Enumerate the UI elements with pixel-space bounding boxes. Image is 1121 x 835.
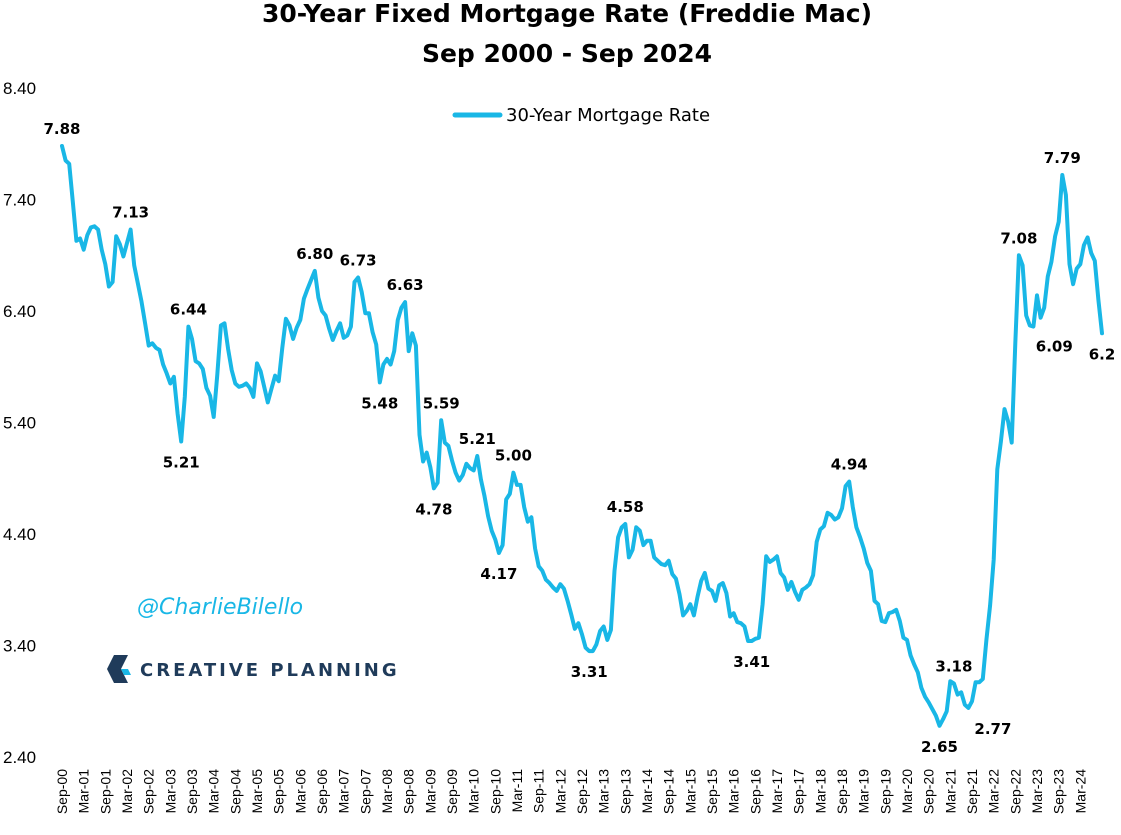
x-tick-label: Mar-21 <box>942 769 958 814</box>
x-tick-label: Sep-05 <box>271 769 287 814</box>
x-tick-label: Sep-15 <box>704 769 720 814</box>
chart-subtitle: Sep 2000 - Sep 2024 <box>422 39 712 68</box>
chart-title: 30-Year Fixed Mortgage Rate (Freddie Mac… <box>262 0 872 28</box>
x-tick-label: Mar-20 <box>899 769 915 814</box>
x-tick-label: Mar-10 <box>466 769 482 814</box>
x-tick-label: Sep-12 <box>574 769 590 814</box>
data-label: 7.08 <box>1000 229 1037 247</box>
series-line <box>60 144 1104 728</box>
x-tick-label: Mar-01 <box>76 769 92 814</box>
x-tick-label: Mar-23 <box>1029 769 1045 814</box>
data-label: 7.79 <box>1044 149 1081 167</box>
data-label: 6.09 <box>1036 338 1073 356</box>
y-tick-label: 3.40 <box>3 637 36 656</box>
data-label: 4.94 <box>831 456 868 474</box>
x-tick-label: Mar-05 <box>249 769 265 814</box>
x-tick-label: Mar-13 <box>596 769 612 814</box>
data-label: 5.21 <box>163 454 200 472</box>
data-label: 5.48 <box>361 394 398 412</box>
x-tick-label: Mar-18 <box>812 769 828 814</box>
data-label: 6.44 <box>170 301 207 319</box>
x-tick-label: Sep-19 <box>877 769 893 814</box>
x-tick-label: Mar-03 <box>162 769 178 814</box>
x-tick-label: Mar-17 <box>769 769 785 814</box>
data-label: 5.00 <box>495 447 532 465</box>
data-label: 2.65 <box>921 738 958 756</box>
x-tick-label: Mar-19 <box>856 769 872 814</box>
x-tick-label: Sep-00 <box>54 769 70 814</box>
x-tick-label: Mar-07 <box>336 769 352 814</box>
y-tick-label: 8.40 <box>3 79 36 98</box>
data-label: 4.78 <box>415 500 452 518</box>
brand-logo: CREATIVE PLANNING <box>107 655 400 683</box>
data-label: 6.2 <box>1089 345 1116 363</box>
data-label: 7.13 <box>112 204 149 222</box>
data-label: 2.77 <box>974 720 1011 738</box>
y-tick-label: 6.40 <box>3 302 36 321</box>
x-tick-label: Sep-23 <box>1051 769 1067 814</box>
x-tick-label: Sep-13 <box>617 769 633 814</box>
data-label: 5.21 <box>459 430 496 448</box>
y-tick-label: 4.40 <box>3 525 36 544</box>
creative-planning-logo-icon <box>107 655 131 683</box>
x-tick-label: Sep-02 <box>141 769 157 814</box>
x-tick-label: Mar-16 <box>726 769 742 814</box>
x-tick-label: Sep-17 <box>791 769 807 814</box>
x-tick-label: Mar-22 <box>986 769 1002 814</box>
x-tick-label: Mar-06 <box>292 769 308 814</box>
x-tick-label: Sep-08 <box>401 769 417 814</box>
data-label: 6.63 <box>387 276 424 294</box>
y-tick-label: 5.40 <box>3 414 36 433</box>
data-label: 3.18 <box>935 657 972 675</box>
x-tick-label: Sep-03 <box>184 769 200 814</box>
x-tick-label: Mar-15 <box>682 769 698 814</box>
x-tick-label: Mar-14 <box>639 769 655 814</box>
x-tick-label: Sep-14 <box>661 769 677 814</box>
x-tick-label: Mar-04 <box>206 769 222 814</box>
x-axis: Sep-00 Mar-01 Sep-01 Mar-02 Sep-02 Mar-03 Sep-… <box>54 769 1088 814</box>
x-tick-label: Sep-04 <box>227 769 243 814</box>
x-tick-label: Mar-08 <box>379 769 395 814</box>
x-tick-label: Sep-09 <box>444 769 460 814</box>
legend-label: 30-Year Mortgage Rate <box>506 105 710 126</box>
x-tick-label: Sep-07 <box>357 769 373 814</box>
data-label: 6.73 <box>340 252 377 270</box>
x-tick-label: Mar-11 <box>509 769 525 813</box>
x-tick-label: Sep-01 <box>97 769 113 814</box>
data-label: 3.31 <box>571 663 608 681</box>
data-label: 5.59 <box>423 394 460 412</box>
y-tick-label: 2.40 <box>3 748 36 767</box>
data-labels: 7.88 7.13 6.44 5.21 6.80 6.73 6.63 5.48 5.59 4.78… <box>43 120 1115 756</box>
x-tick-label: Sep-11 <box>531 769 547 813</box>
x-tick-label: Sep-10 <box>487 769 503 814</box>
data-label: 4.58 <box>607 498 644 516</box>
y-axis: 2.40 3.40 4.40 5.40 6.40 7.40 8.40 <box>3 79 36 767</box>
x-tick-label: Sep-18 <box>834 769 850 814</box>
brand-name: CREATIVE PLANNING <box>140 660 400 681</box>
x-tick-label: Mar-09 <box>422 769 438 814</box>
x-tick-label: Sep-16 <box>747 769 763 814</box>
x-tick-label: Mar-02 <box>119 769 135 814</box>
legend: 30-Year Mortgage Rate <box>452 105 710 126</box>
x-tick-label: Mar-12 <box>552 769 568 814</box>
data-label: 7.88 <box>43 120 80 138</box>
data-label: 4.17 <box>480 565 517 583</box>
x-tick-label: Sep-22 <box>1007 769 1023 814</box>
data-label: 3.41 <box>733 653 770 671</box>
y-tick-label: 7.40 <box>3 191 36 210</box>
x-tick-label: Sep-20 <box>921 769 937 814</box>
data-label: 6.80 <box>296 245 333 263</box>
x-tick-label: Sep-06 <box>314 769 330 814</box>
x-tick-label: Sep-21 <box>964 769 980 814</box>
x-tick-label: Mar-24 <box>1072 769 1088 814</box>
watermark-handle: @CharlieBilello <box>137 595 303 620</box>
